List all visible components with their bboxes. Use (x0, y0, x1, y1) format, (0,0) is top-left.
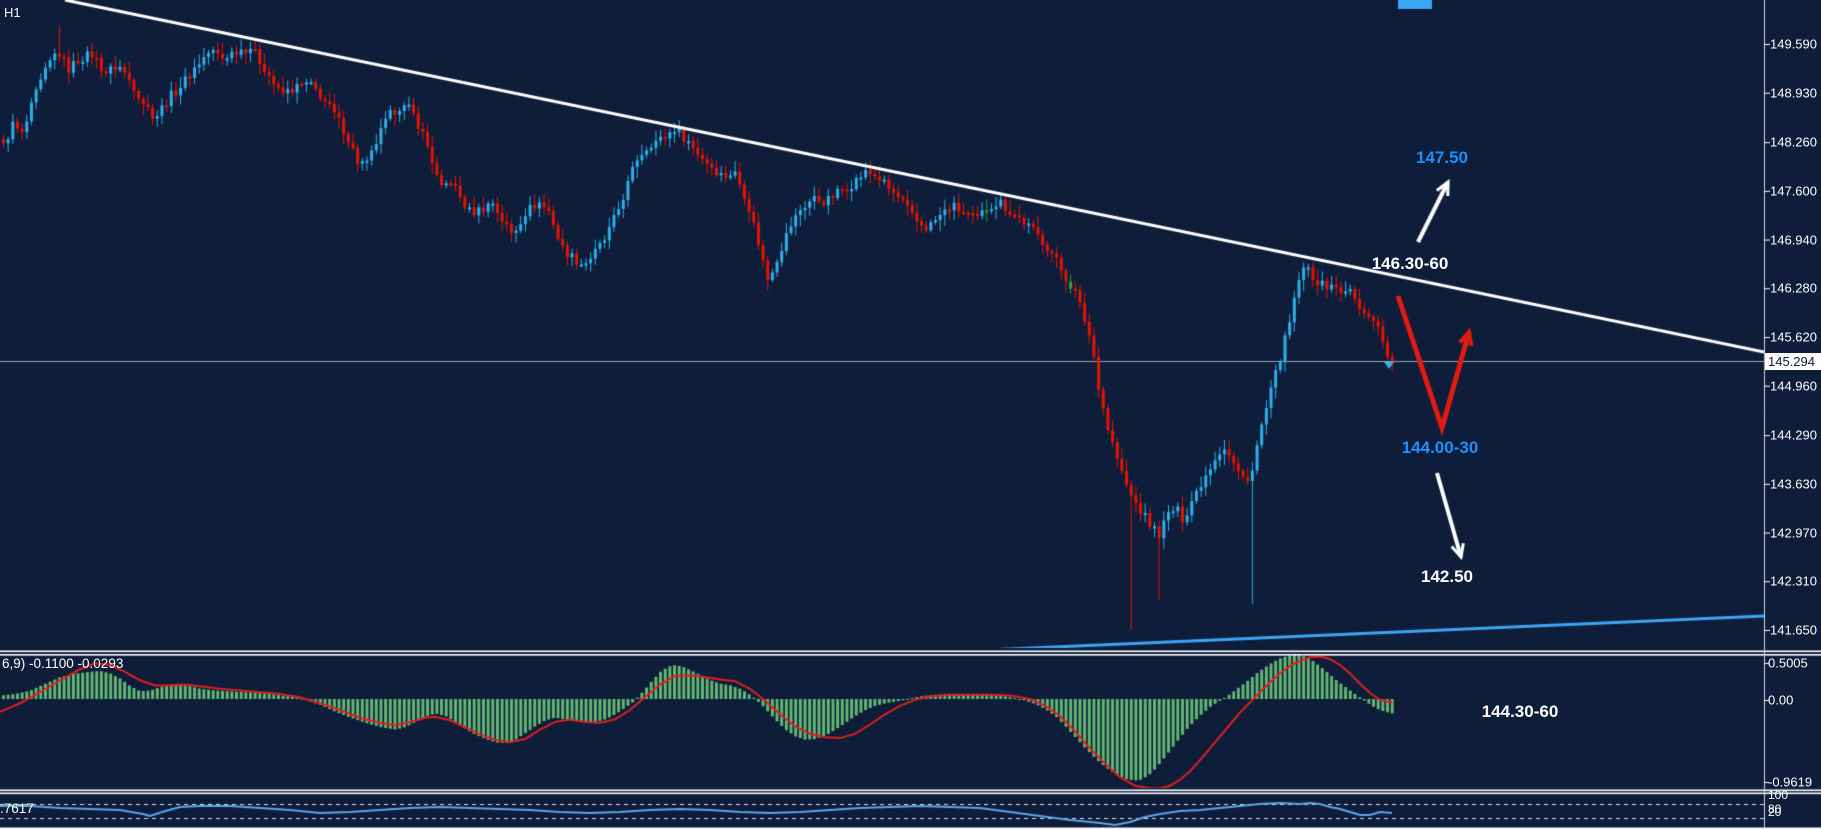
annotation-macd-zone: 144.30-60 (1481, 702, 1559, 721)
price-axis-label: 147.600 (1770, 183, 1817, 199)
macd-indicator-label: 6,9) -0.1100 -0.0293 (2, 656, 124, 671)
price-axis-label: 144.960 (1770, 378, 1817, 394)
price-axis-label: 142.970 (1770, 525, 1817, 541)
price-axis-label: 146.940 (1770, 232, 1817, 248)
stoch-axis-label: 20 (1768, 805, 1782, 819)
price-axis-label: 145.620 (1770, 329, 1817, 345)
annotation-support-zone: 144.00-30 (1401, 438, 1479, 457)
macd-axis-label: 0.00 (1768, 692, 1794, 708)
stoch-indicator-label: .7617 (0, 801, 34, 816)
stoch-axis-label: 80 (1768, 802, 1782, 816)
timeframe-label: H1 (4, 5, 21, 20)
macd-axis-label: -0.9619 (1768, 774, 1813, 790)
price-axis-label: 148.260 (1770, 134, 1817, 150)
current-price-tag: 145.294 (1765, 353, 1821, 370)
price-axis-label: 143.630 (1770, 476, 1817, 492)
price-axis-label: 144.290 (1770, 427, 1817, 443)
annotation-target-lower: 142.50 (1421, 567, 1473, 586)
price-axis-label: 149.590 (1770, 36, 1817, 52)
price-axis-label: 141.650 (1770, 622, 1817, 638)
macd-axis-label: 0.5005 (1768, 655, 1808, 671)
annotation-resistance-zone: 146.30-60 (1371, 254, 1449, 273)
price-axis-label: 142.310 (1770, 573, 1817, 589)
price-axis-label: 146.280 (1770, 280, 1817, 296)
price-axis-label: 148.930 (1770, 85, 1817, 101)
stoch-axis-label: 100 (1768, 788, 1789, 802)
annotation-target-upper: 147.50 (1416, 148, 1468, 167)
